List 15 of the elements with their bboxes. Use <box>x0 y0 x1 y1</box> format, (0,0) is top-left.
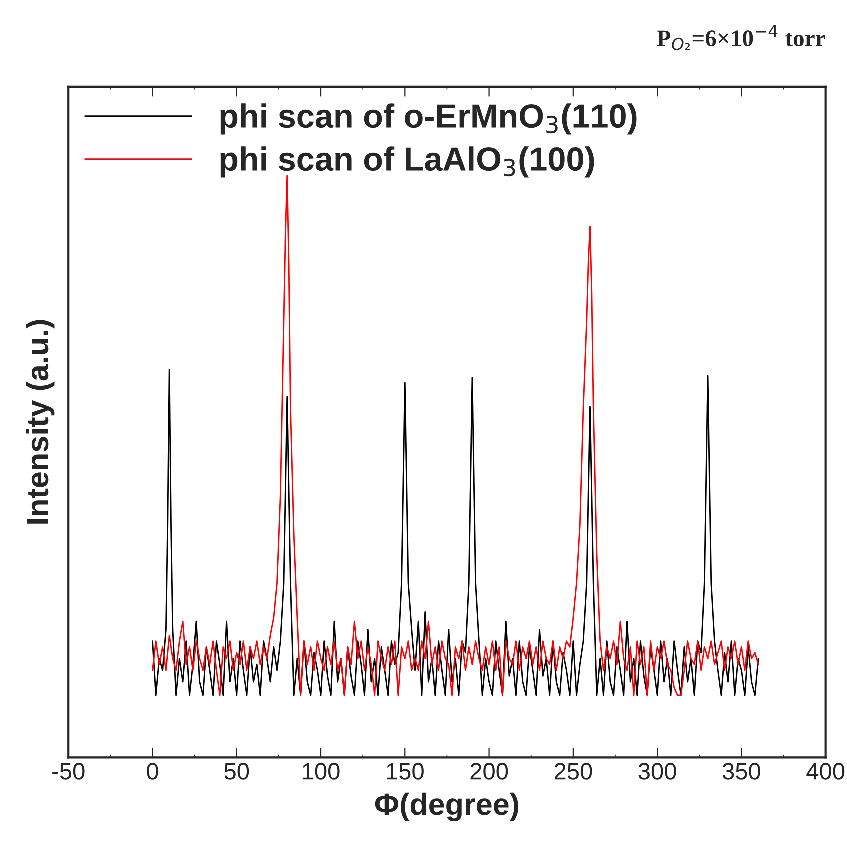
x-tick-label: 200 <box>470 763 508 780</box>
x-tick-label: 0 <box>147 763 158 780</box>
x-axis-title: Φ(degree) <box>375 792 519 822</box>
x-tick-label: 400 <box>806 763 845 780</box>
y-axis-title: Intensity (a.u.) <box>26 320 55 524</box>
x-tick-label: 250 <box>554 763 592 780</box>
x-tick-label: 150 <box>387 763 424 780</box>
x-tick-label: 50 <box>224 763 250 780</box>
x-tick-label: -50 <box>52 763 85 780</box>
x-tick-label: 300 <box>638 763 676 780</box>
legend-label: phi scan of o-ErMnO$_{3}$(110) <box>220 104 637 135</box>
x-tick-label: 100 <box>303 763 340 780</box>
text: P$_{O₂}$=6×10$^{−4}$ torr <box>657 25 826 50</box>
legend-label: phi scan of LaAlO$_{3}$(100) <box>220 146 594 178</box>
x-tick-label: 350 <box>722 763 760 780</box>
